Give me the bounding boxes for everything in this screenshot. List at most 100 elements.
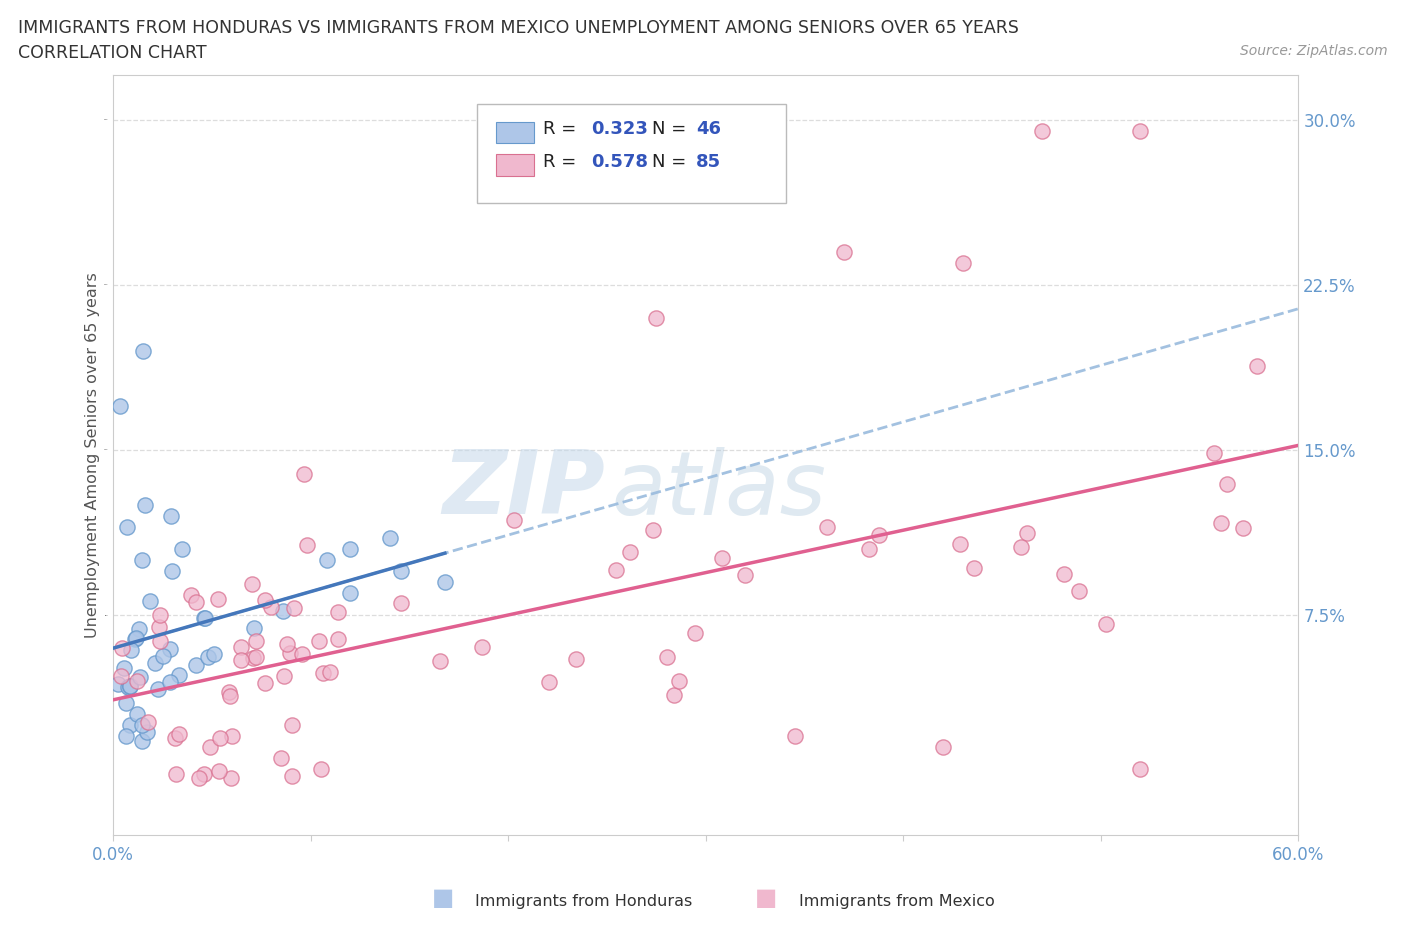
Point	[188, 771, 211, 786]
Point	[1010, 539, 1032, 554]
Text: 46: 46	[696, 120, 721, 139]
Point	[180, 588, 202, 603]
Point	[869, 528, 891, 543]
Point	[273, 669, 295, 684]
Point	[339, 541, 361, 556]
Point	[471, 639, 494, 654]
Point	[1069, 583, 1091, 598]
Point	[502, 513, 524, 528]
Point	[159, 642, 181, 657]
Point	[1246, 359, 1268, 374]
Text: N =: N =	[652, 153, 692, 171]
Text: atlas: atlas	[612, 446, 825, 533]
Point	[619, 545, 641, 560]
Text: ■: ■	[755, 886, 778, 910]
Point	[280, 646, 302, 661]
Point	[128, 670, 150, 684]
Point	[1094, 617, 1116, 631]
Point	[283, 601, 305, 616]
Point	[429, 654, 451, 669]
Point	[107, 676, 129, 691]
Text: N =: N =	[652, 120, 692, 139]
Text: Immigrants from Mexico: Immigrants from Mexico	[799, 894, 994, 909]
Point	[169, 668, 191, 683]
Point	[281, 768, 304, 783]
Point	[219, 688, 242, 703]
Point	[1129, 762, 1152, 777]
Point	[221, 728, 243, 743]
Point	[271, 604, 294, 618]
Text: 0.578: 0.578	[591, 153, 648, 171]
Point	[783, 729, 806, 744]
Point	[120, 718, 142, 733]
FancyBboxPatch shape	[496, 122, 534, 143]
FancyBboxPatch shape	[496, 154, 534, 176]
Point	[291, 647, 314, 662]
Point	[260, 599, 283, 614]
Point	[1053, 566, 1076, 581]
Point	[339, 586, 361, 601]
Point	[124, 631, 146, 646]
Point	[152, 649, 174, 664]
Point	[115, 696, 138, 711]
Point	[240, 576, 263, 591]
Point	[194, 610, 217, 625]
Point	[242, 650, 264, 665]
Point	[378, 531, 401, 546]
Point	[1215, 477, 1237, 492]
Point	[858, 541, 880, 556]
Point	[668, 673, 690, 688]
Text: ZIP: ZIP	[443, 446, 605, 533]
Point	[949, 537, 972, 551]
Point	[110, 669, 132, 684]
Point	[1202, 445, 1225, 460]
Point	[184, 595, 207, 610]
Point	[389, 595, 412, 610]
Point	[118, 679, 141, 694]
Point	[662, 688, 685, 703]
Point	[120, 678, 142, 693]
Point	[110, 398, 132, 413]
Point	[148, 620, 170, 635]
Point	[218, 684, 240, 699]
Point	[112, 661, 135, 676]
Point	[538, 674, 561, 689]
Point	[309, 762, 332, 777]
Point	[131, 552, 153, 567]
Text: 85: 85	[696, 153, 721, 171]
Point	[295, 538, 318, 552]
Point	[281, 718, 304, 733]
Point	[319, 665, 342, 680]
Point	[117, 520, 139, 535]
Point	[1129, 123, 1152, 138]
Y-axis label: Unemployment Among Seniors over 65 years: Unemployment Among Seniors over 65 years	[86, 272, 100, 638]
Point	[565, 652, 588, 667]
Point	[127, 673, 149, 688]
Point	[136, 714, 159, 729]
Point	[172, 541, 194, 556]
Text: 0.323: 0.323	[591, 120, 648, 139]
Point	[120, 643, 142, 658]
Point	[276, 636, 298, 651]
Point	[131, 718, 153, 733]
Text: CORRELATION CHART: CORRELATION CHART	[18, 44, 207, 61]
Point	[832, 245, 855, 259]
Text: ■: ■	[432, 886, 454, 910]
Point	[134, 498, 156, 512]
Point	[193, 767, 215, 782]
Point	[110, 641, 132, 656]
Point	[148, 682, 170, 697]
Point	[207, 591, 229, 606]
Point	[711, 551, 734, 565]
Point	[149, 607, 172, 622]
Point	[169, 726, 191, 741]
Point	[308, 633, 330, 648]
Point	[193, 611, 215, 626]
Point	[270, 751, 292, 765]
Point	[207, 764, 229, 778]
Text: IMMIGRANTS FROM HONDURAS VS IMMIGRANTS FROM MEXICO UNEMPLOYMENT AMONG SENIORS OV: IMMIGRANTS FROM HONDURAS VS IMMIGRANTS F…	[18, 19, 1019, 36]
Text: R =: R =	[543, 120, 582, 139]
Point	[932, 740, 955, 755]
Point	[815, 520, 838, 535]
Point	[963, 561, 986, 576]
